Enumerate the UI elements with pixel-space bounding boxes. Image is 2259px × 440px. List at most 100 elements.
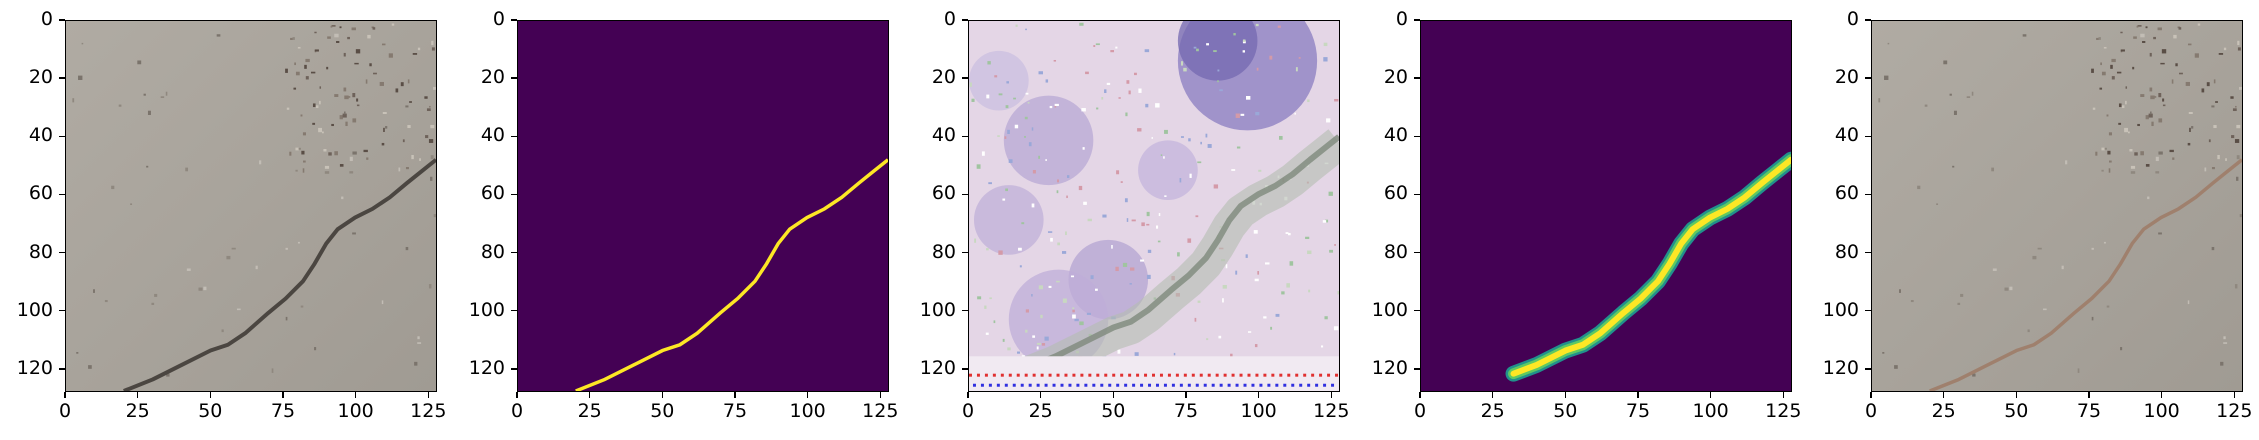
y-tick-mark [1865, 368, 1871, 370]
y-tick-mark [59, 309, 65, 312]
x-tick-mark [1185, 392, 1187, 398]
concrete-crack-photo [65, 20, 437, 392]
x-tick-label: 75 [270, 400, 296, 422]
panel-input-photo: 0 20 40 60 80 100 120 0 25 50 75 100 125 [17, 10, 447, 428]
x-tick-mark [64, 392, 66, 398]
x-tick-mark [967, 392, 969, 398]
x-tick-mark [879, 392, 882, 398]
x-tick-label: 75 [722, 400, 748, 422]
x-tick-mark [734, 392, 736, 398]
y-tick-mark [511, 77, 517, 79]
y-tick-label: 20 [480, 66, 505, 89]
x-tick-label: 100 [789, 400, 826, 422]
x-tick-mark [2088, 392, 2090, 398]
x-tick-label: 25 [1028, 400, 1053, 422]
y-tick-label: 100 [16, 298, 53, 321]
x-tick-mark [588, 392, 591, 398]
x-tick-label: 100 [337, 400, 374, 422]
x-tick-label: 100 [1240, 400, 1277, 422]
y-tick-label: 40 [1383, 124, 1408, 147]
x-tick-mark [1039, 392, 1042, 398]
y-tick-label: 60 [28, 182, 53, 205]
y-tick-mark [962, 309, 968, 312]
panel-overlay-photo: 0 20 40 60 80 100 120 0 25 50 75 100 125 [1823, 10, 2253, 428]
y-tick-mark [59, 368, 65, 370]
y-tick-label: 60 [1383, 182, 1408, 205]
y-tick-mark [1414, 135, 1420, 137]
y-tick-mark [962, 135, 968, 137]
y-tick-label: 60 [1834, 182, 1859, 205]
y-tick-label: 60 [931, 182, 956, 205]
y-tick-mark [962, 77, 968, 79]
y-tick-label: 40 [1834, 124, 1859, 147]
x-tick-mark [1419, 392, 1421, 398]
y-tick-mark [59, 193, 65, 196]
x-tick-mark [1870, 392, 1872, 398]
y-tick-mark [59, 77, 65, 79]
x-tick-label: 50 [1101, 400, 1126, 422]
x-tick-mark [1257, 392, 1260, 398]
y-tick-label: 20 [931, 66, 956, 89]
y-tick-mark [1414, 309, 1420, 312]
panel-feature-map: 0 20 40 60 80 100 120 0 25 50 75 100 125 [920, 10, 1350, 428]
y-tick-mark [511, 368, 517, 370]
y-tick-mark [59, 19, 65, 21]
x-tick-mark [2160, 392, 2163, 398]
y-tick-label: 20 [1834, 66, 1859, 89]
noisy-reconstruction [968, 20, 1340, 392]
x-tick-label: 0 [510, 400, 524, 422]
y-tick-label: 80 [931, 240, 956, 263]
x-tick-mark [1709, 392, 1712, 398]
y-tick-label: 60 [480, 182, 505, 205]
x-tick-mark [661, 392, 664, 398]
x-tick-label: 125 [410, 400, 447, 422]
x-tick-label: 75 [2076, 400, 2102, 422]
crack-overlay-photo [1871, 20, 2243, 392]
x-tick-label: 25 [1931, 400, 1956, 422]
x-tick-mark [354, 392, 357, 398]
y-tick-mark [1865, 19, 1871, 21]
x-tick-mark [136, 392, 139, 398]
y-tick-label: 0 [943, 8, 956, 30]
x-tick-label: 50 [1553, 400, 1578, 422]
x-tick-label: 75 [1625, 400, 1651, 422]
y-tick-label: 120 [1822, 356, 1859, 379]
x-tick-mark [1782, 392, 1785, 398]
y-tick-label: 120 [919, 356, 956, 379]
x-tick-label: 100 [1692, 400, 1729, 422]
y-tick-mark [511, 193, 517, 196]
y-tick-label: 120 [468, 356, 505, 379]
y-tick-mark [1865, 193, 1871, 196]
x-tick-mark [2233, 392, 2236, 398]
x-tick-mark [282, 392, 284, 398]
y-tick-label: 0 [1395, 8, 1408, 30]
y-tick-label: 100 [1371, 298, 1408, 321]
y-tick-label: 120 [1371, 356, 1408, 379]
x-tick-label: 125 [2216, 400, 2253, 422]
x-tick-label: 0 [1413, 400, 1427, 422]
x-tick-label: 125 [862, 400, 899, 422]
y-tick-mark [511, 251, 517, 254]
y-tick-mark [1414, 77, 1420, 79]
y-tick-label: 20 [28, 66, 53, 89]
y-tick-mark [59, 135, 65, 137]
y-tick-mark [59, 251, 65, 254]
x-tick-label: 0 [961, 400, 975, 422]
x-tick-label: 0 [1864, 400, 1878, 422]
x-tick-mark [209, 392, 212, 398]
y-tick-label: 80 [28, 240, 53, 263]
x-tick-label: 50 [650, 400, 675, 422]
x-tick-mark [806, 392, 809, 398]
y-tick-label: 100 [468, 298, 505, 321]
y-tick-mark [511, 19, 517, 21]
x-tick-label: 25 [577, 400, 602, 422]
y-tick-mark [1414, 19, 1420, 21]
y-tick-mark [962, 368, 968, 370]
x-tick-label: 25 [125, 400, 150, 422]
x-tick-label: 0 [58, 400, 72, 422]
y-tick-label: 120 [16, 356, 53, 379]
y-tick-mark [962, 193, 968, 196]
y-tick-label: 0 [40, 8, 53, 30]
y-tick-mark [1865, 77, 1871, 79]
y-tick-mark [962, 19, 968, 21]
